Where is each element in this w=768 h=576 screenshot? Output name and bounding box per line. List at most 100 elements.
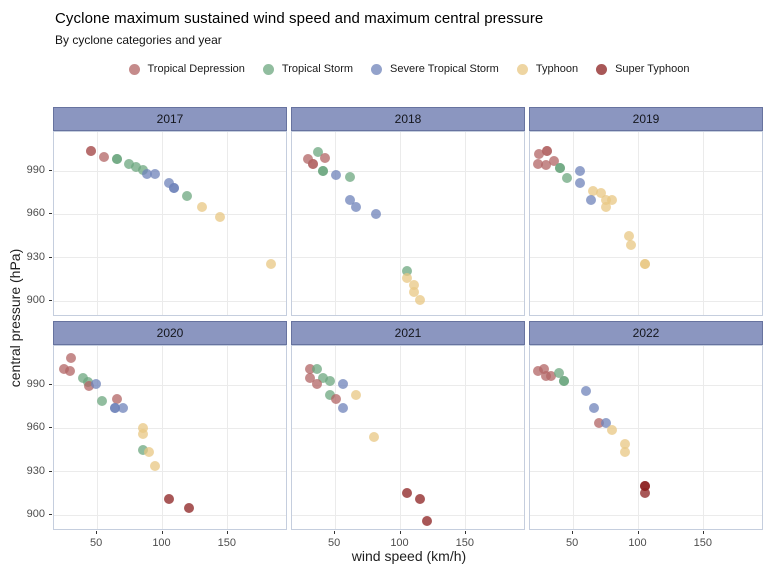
data-point (415, 494, 426, 505)
data-point (182, 190, 193, 201)
gridline-x (638, 346, 639, 529)
data-point (337, 403, 348, 414)
data-point (574, 177, 585, 188)
data-point (587, 186, 598, 197)
data-point (215, 212, 226, 223)
data-point (620, 439, 631, 450)
data-point (415, 294, 426, 305)
facet-strip-2019: 2019 (529, 107, 763, 131)
y-tick-mark (49, 170, 52, 172)
data-point (351, 390, 362, 401)
data-point (581, 385, 592, 396)
data-point (196, 202, 207, 213)
data-point (337, 378, 348, 389)
data-point (532, 365, 543, 376)
gridline-x (638, 132, 639, 315)
data-point (302, 154, 313, 165)
facet-panel-2020 (53, 345, 287, 530)
legend-label: Tropical Depression (147, 63, 245, 75)
gridline-y (292, 471, 524, 473)
facet-strip-2017: 2017 (53, 107, 287, 131)
gridline-y (292, 170, 524, 172)
data-point (77, 372, 88, 383)
x-tick-mark (637, 531, 639, 534)
x-tick-mark (702, 531, 704, 534)
data-point (137, 429, 148, 440)
x-tick-label: 50 (90, 537, 103, 549)
data-point (137, 423, 148, 434)
x-tick-label: 50 (566, 537, 579, 549)
data-point (607, 194, 618, 205)
data-point (589, 403, 600, 414)
legend-swatch-icon (371, 63, 383, 75)
gridline-y (292, 300, 524, 302)
legend-label: Super Typhoon (615, 63, 690, 75)
gridline-y (530, 471, 762, 473)
data-point (370, 209, 381, 220)
x-tick-label: 100 (628, 537, 647, 549)
data-point (600, 417, 611, 428)
data-point (408, 287, 419, 298)
gridline-x (465, 132, 467, 315)
legend-item-4: Super Typhoon (596, 63, 689, 75)
facet-strip-2020: 2020 (53, 321, 287, 345)
legend-swatch-icon (516, 63, 528, 75)
facet-strip-label: 2022 (632, 326, 660, 340)
gridline-y (292, 213, 524, 215)
data-point (97, 395, 108, 406)
facet-panel-2017 (53, 131, 287, 316)
legend-item-2: Severe Tropical Storm (371, 63, 499, 75)
data-point (534, 148, 545, 159)
data-point (402, 272, 413, 283)
x-tick-label: 100 (390, 537, 409, 549)
data-point (600, 194, 611, 205)
x-tick-mark (226, 531, 228, 534)
data-point (266, 258, 276, 269)
x-tick-label: 100 (152, 537, 171, 549)
data-point (64, 365, 75, 376)
gridline-y (530, 384, 762, 386)
gridline-y (54, 300, 286, 302)
data-point (318, 166, 329, 177)
data-point (640, 481, 651, 492)
data-point (555, 163, 566, 174)
data-point (311, 378, 322, 389)
x-tick-mark (96, 531, 98, 534)
gridline-x (703, 346, 705, 529)
legend-label: Tropical Storm (281, 63, 354, 75)
facet-strip-2018: 2018 (291, 107, 525, 131)
legend-label: Severe Tropical Storm (390, 63, 499, 75)
data-point (164, 494, 175, 505)
facet-strip-label: 2019 (632, 112, 660, 126)
x-tick-mark (334, 531, 336, 534)
x-tick-mark (572, 531, 574, 534)
facet-strip-2021: 2021 (291, 321, 525, 345)
chart-subtitle: By cyclone categories and year (55, 33, 222, 47)
data-point (169, 183, 180, 194)
data-point (318, 372, 329, 383)
data-point (118, 403, 129, 414)
y-tick-mark (49, 300, 52, 302)
data-point (311, 364, 322, 375)
gridline-x (465, 346, 467, 529)
gridline-x (96, 346, 98, 529)
gridline-y (292, 427, 524, 429)
facet-panel-2021 (291, 345, 525, 530)
gridline-y (54, 213, 286, 215)
x-tick-label: 150 (455, 537, 475, 549)
gridline-y (530, 514, 762, 516)
y-tick-mark (49, 384, 52, 386)
y-tick-mark (49, 256, 52, 258)
data-point (625, 239, 636, 250)
data-point (586, 194, 597, 205)
x-tick-mark (399, 531, 401, 534)
facet-panel-2022 (529, 345, 763, 530)
gridline-y (54, 384, 286, 386)
legend-item-0: Tropical Depression (128, 63, 245, 75)
data-point (545, 371, 556, 382)
data-point (84, 381, 95, 392)
gridline-y (530, 257, 762, 259)
y-tick-mark (49, 514, 52, 516)
y-tick-mark (49, 470, 52, 472)
legend-swatch-icon (262, 63, 274, 75)
